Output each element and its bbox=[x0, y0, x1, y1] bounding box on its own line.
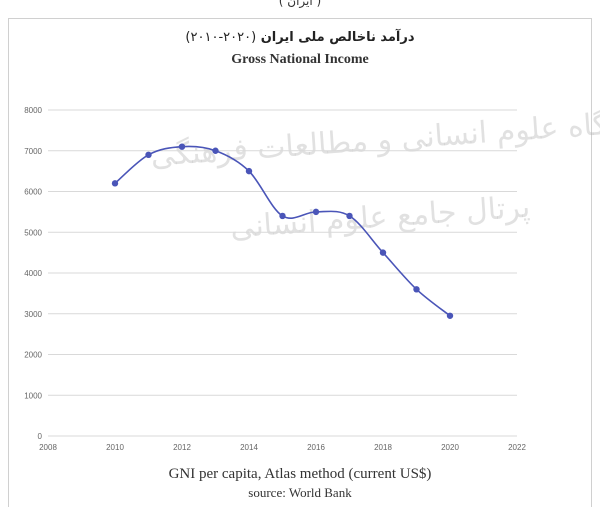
grid-lines bbox=[48, 109, 517, 437]
y-tick-label: 6000 bbox=[24, 188, 42, 197]
data-point-2016 bbox=[312, 208, 320, 216]
caption-metric: GNI per capita, Atlas method (current US… bbox=[168, 466, 432, 482]
x-tick-label: 2012 bbox=[173, 443, 191, 452]
y-tick-label: 7000 bbox=[24, 147, 42, 156]
y-tick-label: 1000 bbox=[24, 391, 42, 400]
x-tick-label: 2022 bbox=[508, 443, 526, 452]
chart-title-persian-range: (۲۰۲۰-۲۰۱۰) bbox=[185, 30, 257, 45]
top-cut-text: ( ایران ) bbox=[278, 0, 322, 8]
x-tick-label: 2008 bbox=[39, 443, 57, 452]
y-tick-label: 8000 bbox=[24, 106, 42, 115]
data-point-2013 bbox=[212, 147, 219, 154]
data-point-2010 bbox=[111, 180, 119, 187]
chart-title-english: Gross National Income bbox=[231, 52, 369, 67]
data-point-2015 bbox=[279, 212, 286, 220]
data-point-2019 bbox=[413, 286, 420, 293]
figure-frame bbox=[8, 18, 592, 507]
data-point-2018 bbox=[379, 249, 387, 256]
data-point-2011 bbox=[145, 151, 152, 159]
y-tick-label: 5000 bbox=[24, 228, 42, 237]
data-point-2014 bbox=[245, 167, 253, 175]
series-line-0 bbox=[114, 145, 451, 317]
y-tick-label: 0 bbox=[38, 432, 43, 441]
x-tick-label: 2018 bbox=[374, 443, 392, 452]
chart-title-persian-text: درآمد ناخالص ملی ایران bbox=[260, 30, 415, 45]
chart-title-persian: درآمد ناخالص ملی ایران (۲۰۲۰-۲۰۱۰) bbox=[0, 30, 600, 45]
x-axis-ticks: 2008 2010 2012 2014 2016 2018 2020 2022 bbox=[39, 443, 526, 452]
y-tick-label: 4000 bbox=[24, 269, 42, 278]
caption-source: source: World Bank bbox=[248, 485, 352, 500]
y-tick-label: 2000 bbox=[24, 351, 42, 360]
series-layer bbox=[111, 143, 454, 319]
x-tick-label: 2010 bbox=[106, 443, 124, 452]
x-tick-label: 2020 bbox=[441, 443, 459, 452]
x-tick-label: 2014 bbox=[240, 443, 258, 452]
data-point-2012 bbox=[178, 143, 186, 150]
y-axis-ticks: 0 1000 2000 3000 4000 5000 6000 7000 8000 bbox=[24, 106, 42, 441]
x-tick-label: 2016 bbox=[307, 443, 325, 452]
y-tick-label: 3000 bbox=[24, 310, 42, 319]
data-point-2020 bbox=[446, 312, 454, 319]
data-point-2017 bbox=[346, 212, 353, 220]
